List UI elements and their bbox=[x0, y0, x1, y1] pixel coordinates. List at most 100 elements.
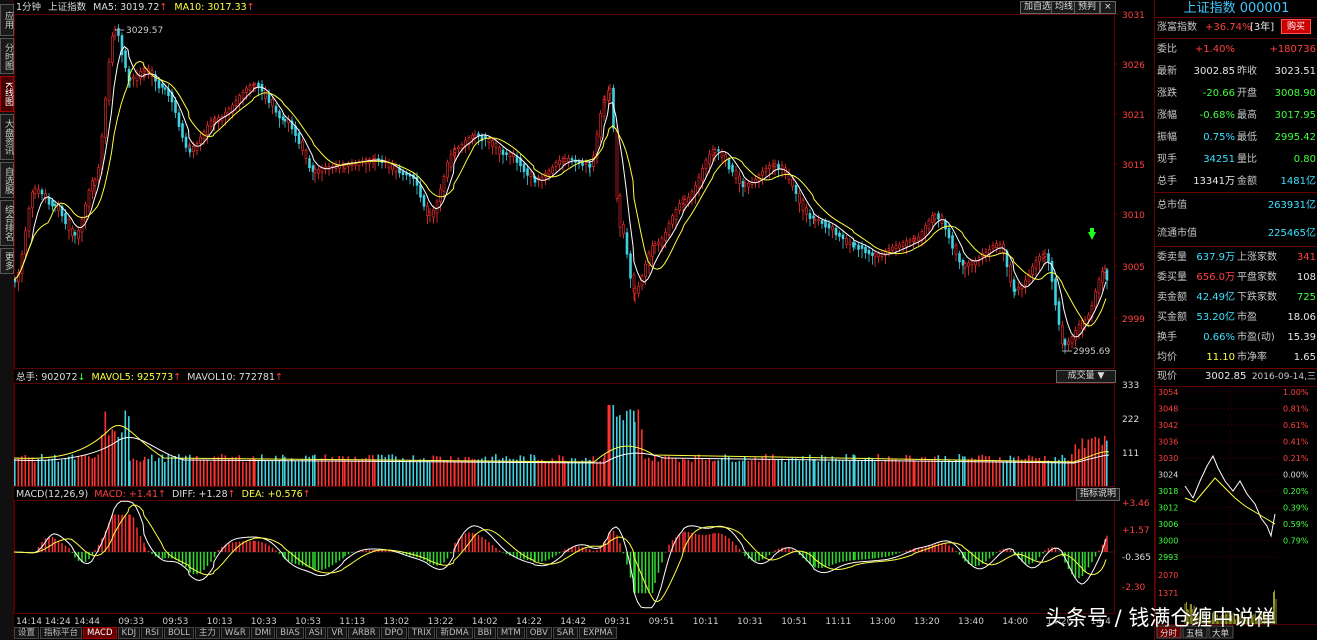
candle-body bbox=[1068, 341, 1070, 344]
quote-label: 市盈 bbox=[1237, 308, 1257, 328]
volume-bar bbox=[162, 455, 164, 486]
indicator-tab-9[interactable]: BIAS bbox=[276, 627, 304, 639]
left-tab-4[interactable]: 自选股 bbox=[0, 162, 14, 198]
volume-bar bbox=[121, 432, 123, 486]
indicator-tab-7[interactable]: W&R bbox=[221, 627, 250, 639]
indicator-tab-15[interactable]: 新DMA bbox=[436, 627, 472, 639]
quote-value: 3008.90 bbox=[1275, 84, 1316, 104]
indicator-tab-2[interactable]: MACD bbox=[83, 627, 116, 639]
indicator-tab-10[interactable]: ASI bbox=[305, 627, 327, 639]
candle-body bbox=[971, 262, 973, 265]
left-tab-3[interactable]: 大盘资讯 bbox=[0, 114, 14, 160]
volume-selector[interactable]: 成交量 ▼ bbox=[1056, 370, 1116, 383]
candle-body bbox=[668, 223, 670, 234]
left-tab-0[interactable]: 应用 bbox=[0, 4, 14, 36]
quote-label: 下跌家数 bbox=[1237, 288, 1277, 308]
candle-body bbox=[182, 124, 184, 138]
low-annotation: 2995.69 bbox=[1073, 347, 1110, 357]
volume-bar bbox=[312, 455, 314, 486]
forecast-button[interactable]: 预判 bbox=[1074, 1, 1100, 14]
indicator-tab-13[interactable]: DPO bbox=[381, 627, 407, 639]
volume-bar bbox=[672, 458, 674, 486]
indicator-tab-11[interactable]: VR bbox=[327, 627, 347, 639]
volume-bar bbox=[682, 458, 684, 486]
candle-body bbox=[1014, 289, 1016, 291]
intraday-mini-chart[interactable]: 3054 3048 3042 3036 3030 3024 3018 3012 3006 3000… bbox=[1155, 386, 1317, 640]
volume-bar bbox=[751, 460, 753, 486]
price-tick-label: 3005 bbox=[1122, 263, 1145, 273]
indicator-tab-1[interactable]: 指标平台 bbox=[40, 627, 82, 639]
macd-legend: MACD(12,26,9) MACD: +1.41↑ DIFF: +1.28↑ … bbox=[16, 489, 311, 501]
volume-bar bbox=[92, 458, 94, 486]
candle-body bbox=[735, 171, 737, 179]
candle-body bbox=[272, 99, 274, 106]
candle-body bbox=[534, 178, 536, 182]
indicator-tab-14[interactable]: TRIX bbox=[408, 627, 435, 639]
volume-bar bbox=[732, 462, 734, 486]
time-tick-label: 10:13 bbox=[207, 617, 233, 627]
indicator-tab-6[interactable]: 主力 bbox=[195, 627, 220, 639]
indicator-tab-17[interactable]: MTM bbox=[497, 627, 525, 639]
volume-bar bbox=[193, 458, 195, 486]
volume-bar bbox=[613, 405, 615, 486]
mini-left-tick: 3042 bbox=[1158, 421, 1178, 430]
indicator-tab-20[interactable]: EXPMA bbox=[579, 627, 616, 639]
mini-left-tick: 3054 bbox=[1158, 388, 1178, 397]
left-tab-6[interactable]: 更多 bbox=[0, 248, 14, 274]
indicator-tab-0[interactable]: 设置 bbox=[14, 627, 39, 639]
buy-button[interactable]: 购买 bbox=[1281, 19, 1311, 34]
indicator-tab-18[interactable]: OBV bbox=[526, 627, 552, 639]
volume-bar bbox=[806, 461, 808, 486]
left-tab-2[interactable]: K线图 bbox=[0, 76, 14, 112]
volume-bar bbox=[918, 462, 920, 486]
volume-bar bbox=[952, 462, 954, 486]
quote-value: -20.66 bbox=[1203, 84, 1235, 104]
quote-value: 1481亿 bbox=[1281, 172, 1316, 192]
candle-body bbox=[41, 190, 43, 194]
candle-body bbox=[604, 100, 606, 102]
indicator-tab-16[interactable]: BBI bbox=[474, 627, 496, 639]
candle-body bbox=[865, 247, 867, 252]
left-tab-1[interactable]: 分时图 bbox=[0, 38, 14, 74]
indicator-explain-button[interactable]: 指标说明 bbox=[1076, 488, 1120, 501]
candle-body bbox=[458, 147, 460, 149]
candle-body bbox=[861, 245, 863, 248]
kline-chart-area[interactable]: 3031 3026 3021 3015 3010 3005 2999 3029.57 2995.… bbox=[14, 0, 1154, 640]
candle-body bbox=[769, 165, 771, 168]
indicator-tab-5[interactable]: BOLL bbox=[164, 627, 194, 639]
candle-body bbox=[88, 190, 90, 207]
candle-body bbox=[813, 216, 815, 218]
quote-value: 1.65 bbox=[1294, 348, 1316, 368]
add-watchlist-button[interactable]: 加自选 bbox=[1020, 1, 1055, 14]
volume-bar bbox=[1091, 438, 1093, 486]
close-icon[interactable]: × bbox=[1100, 1, 1116, 14]
candle-body bbox=[433, 210, 435, 217]
volume-bar bbox=[344, 459, 346, 486]
volume-bar bbox=[762, 457, 764, 486]
volume-bar bbox=[210, 462, 212, 486]
candle-body bbox=[748, 183, 750, 187]
candle-body bbox=[818, 219, 820, 221]
indicator-tab-8[interactable]: DMI bbox=[251, 627, 275, 639]
volume-bar bbox=[702, 459, 704, 486]
volume-bar bbox=[1106, 441, 1108, 486]
candle-body bbox=[509, 153, 511, 157]
candle-body bbox=[302, 141, 304, 150]
indicator-tab-4[interactable]: RSI bbox=[141, 627, 163, 639]
quote-row: 买金额 53.20亿 市盈 18.06 bbox=[1155, 308, 1317, 328]
candle-body bbox=[94, 180, 96, 186]
volume-bar bbox=[481, 459, 483, 486]
candle-body bbox=[1075, 330, 1077, 339]
volume-bar bbox=[634, 422, 636, 486]
candle-body bbox=[718, 150, 720, 152]
candle-body bbox=[925, 226, 927, 236]
volume-bar bbox=[1071, 454, 1073, 486]
indicator-tab-12[interactable]: ARBR bbox=[348, 627, 379, 639]
left-tab-5[interactable]: 综合排名 bbox=[0, 200, 14, 246]
indicator-tab-3[interactable]: KDJ bbox=[118, 627, 141, 639]
indicator-tab-19[interactable]: SAR bbox=[553, 627, 578, 639]
candle-body bbox=[125, 51, 127, 68]
ma5-value: MA5: 3019.72 bbox=[93, 2, 159, 13]
chart-canvas[interactable]: 3031 3026 3021 3015 3010 3005 2999 3029.57 2995.… bbox=[14, 0, 1154, 640]
volume-bar bbox=[721, 458, 723, 486]
